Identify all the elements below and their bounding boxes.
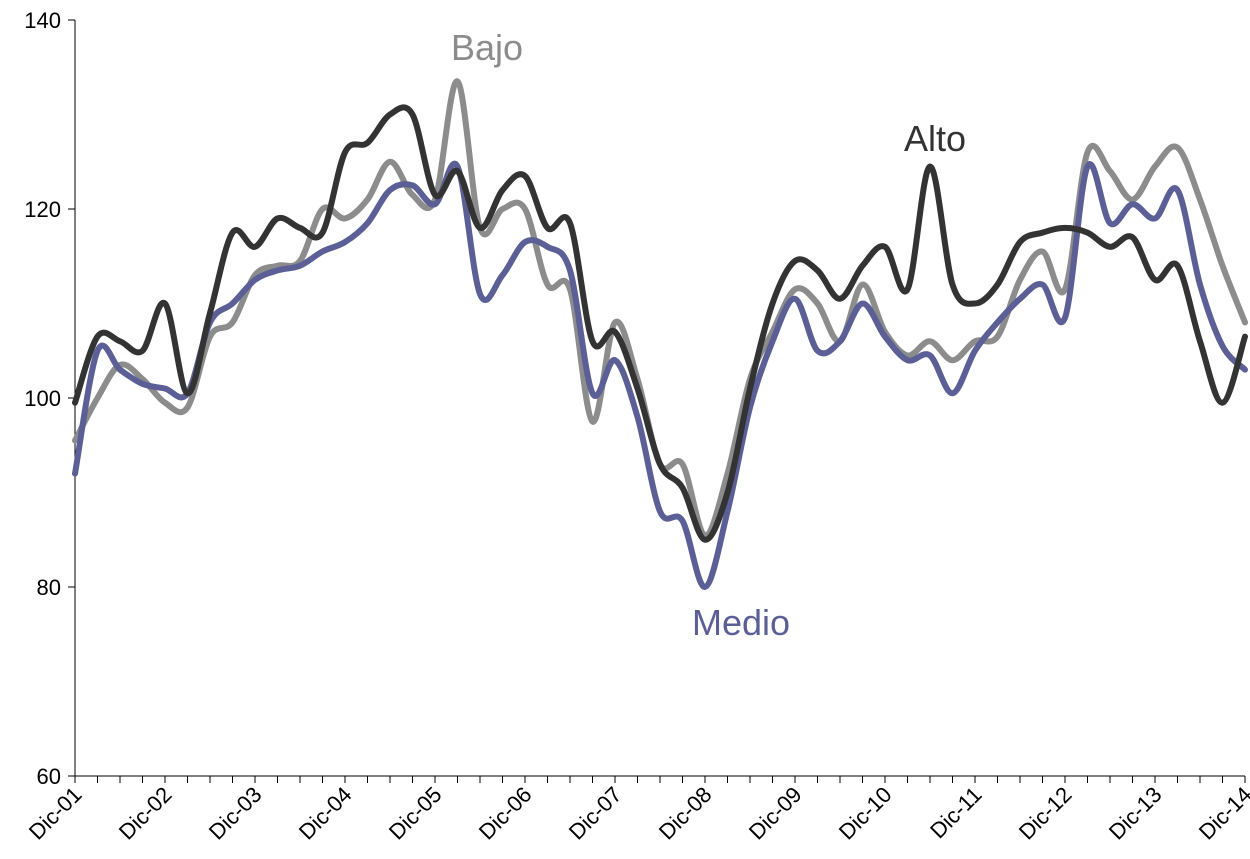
- series-label: Medio: [692, 602, 790, 643]
- y-tick-label: 80: [37, 575, 61, 600]
- x-tick-label: Dic-02: [114, 782, 177, 845]
- y-tick-label: 60: [37, 764, 61, 789]
- y-tick-label: 140: [24, 8, 61, 33]
- series-line: [72, 104, 1248, 543]
- x-tick-label: Dic-08: [654, 782, 717, 845]
- x-tick-label: Dic-09: [744, 782, 807, 845]
- x-tick-label: Dic-01: [24, 782, 87, 845]
- x-tick-label: Dic-04: [294, 782, 357, 845]
- x-tick-label: Dic-03: [204, 782, 267, 845]
- x-tick-label: Dic-12: [1014, 782, 1077, 845]
- series-label: Bajo: [451, 27, 523, 68]
- series-label: Alto: [904, 118, 966, 159]
- x-tick-label: Dic-11: [925, 782, 986, 843]
- x-tick-label: Dic-10: [834, 782, 897, 845]
- x-tick-label: Dic-13: [1104, 782, 1167, 845]
- x-tick-label: Dic-05: [384, 782, 447, 845]
- y-tick-label: 100: [24, 386, 61, 411]
- x-tick-label: Dic-14: [1194, 782, 1250, 845]
- series-line: [72, 160, 1248, 591]
- x-tick-label: Dic-06: [474, 782, 537, 845]
- x-tick-label: Dic-07: [564, 782, 627, 845]
- y-tick-label: 120: [24, 197, 61, 222]
